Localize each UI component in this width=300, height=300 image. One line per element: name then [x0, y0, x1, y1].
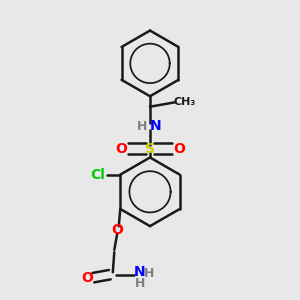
Text: O: O	[115, 142, 127, 155]
Text: H: H	[137, 120, 148, 133]
Text: CH₃: CH₃	[173, 97, 196, 107]
Text: S: S	[145, 142, 155, 155]
Text: O: O	[81, 271, 93, 285]
Text: H: H	[134, 277, 145, 290]
Text: O: O	[111, 223, 123, 237]
Text: N: N	[150, 119, 161, 133]
Text: O: O	[173, 142, 185, 155]
Text: Cl: Cl	[90, 168, 105, 182]
Text: H: H	[144, 267, 155, 280]
Text: N: N	[134, 265, 146, 279]
